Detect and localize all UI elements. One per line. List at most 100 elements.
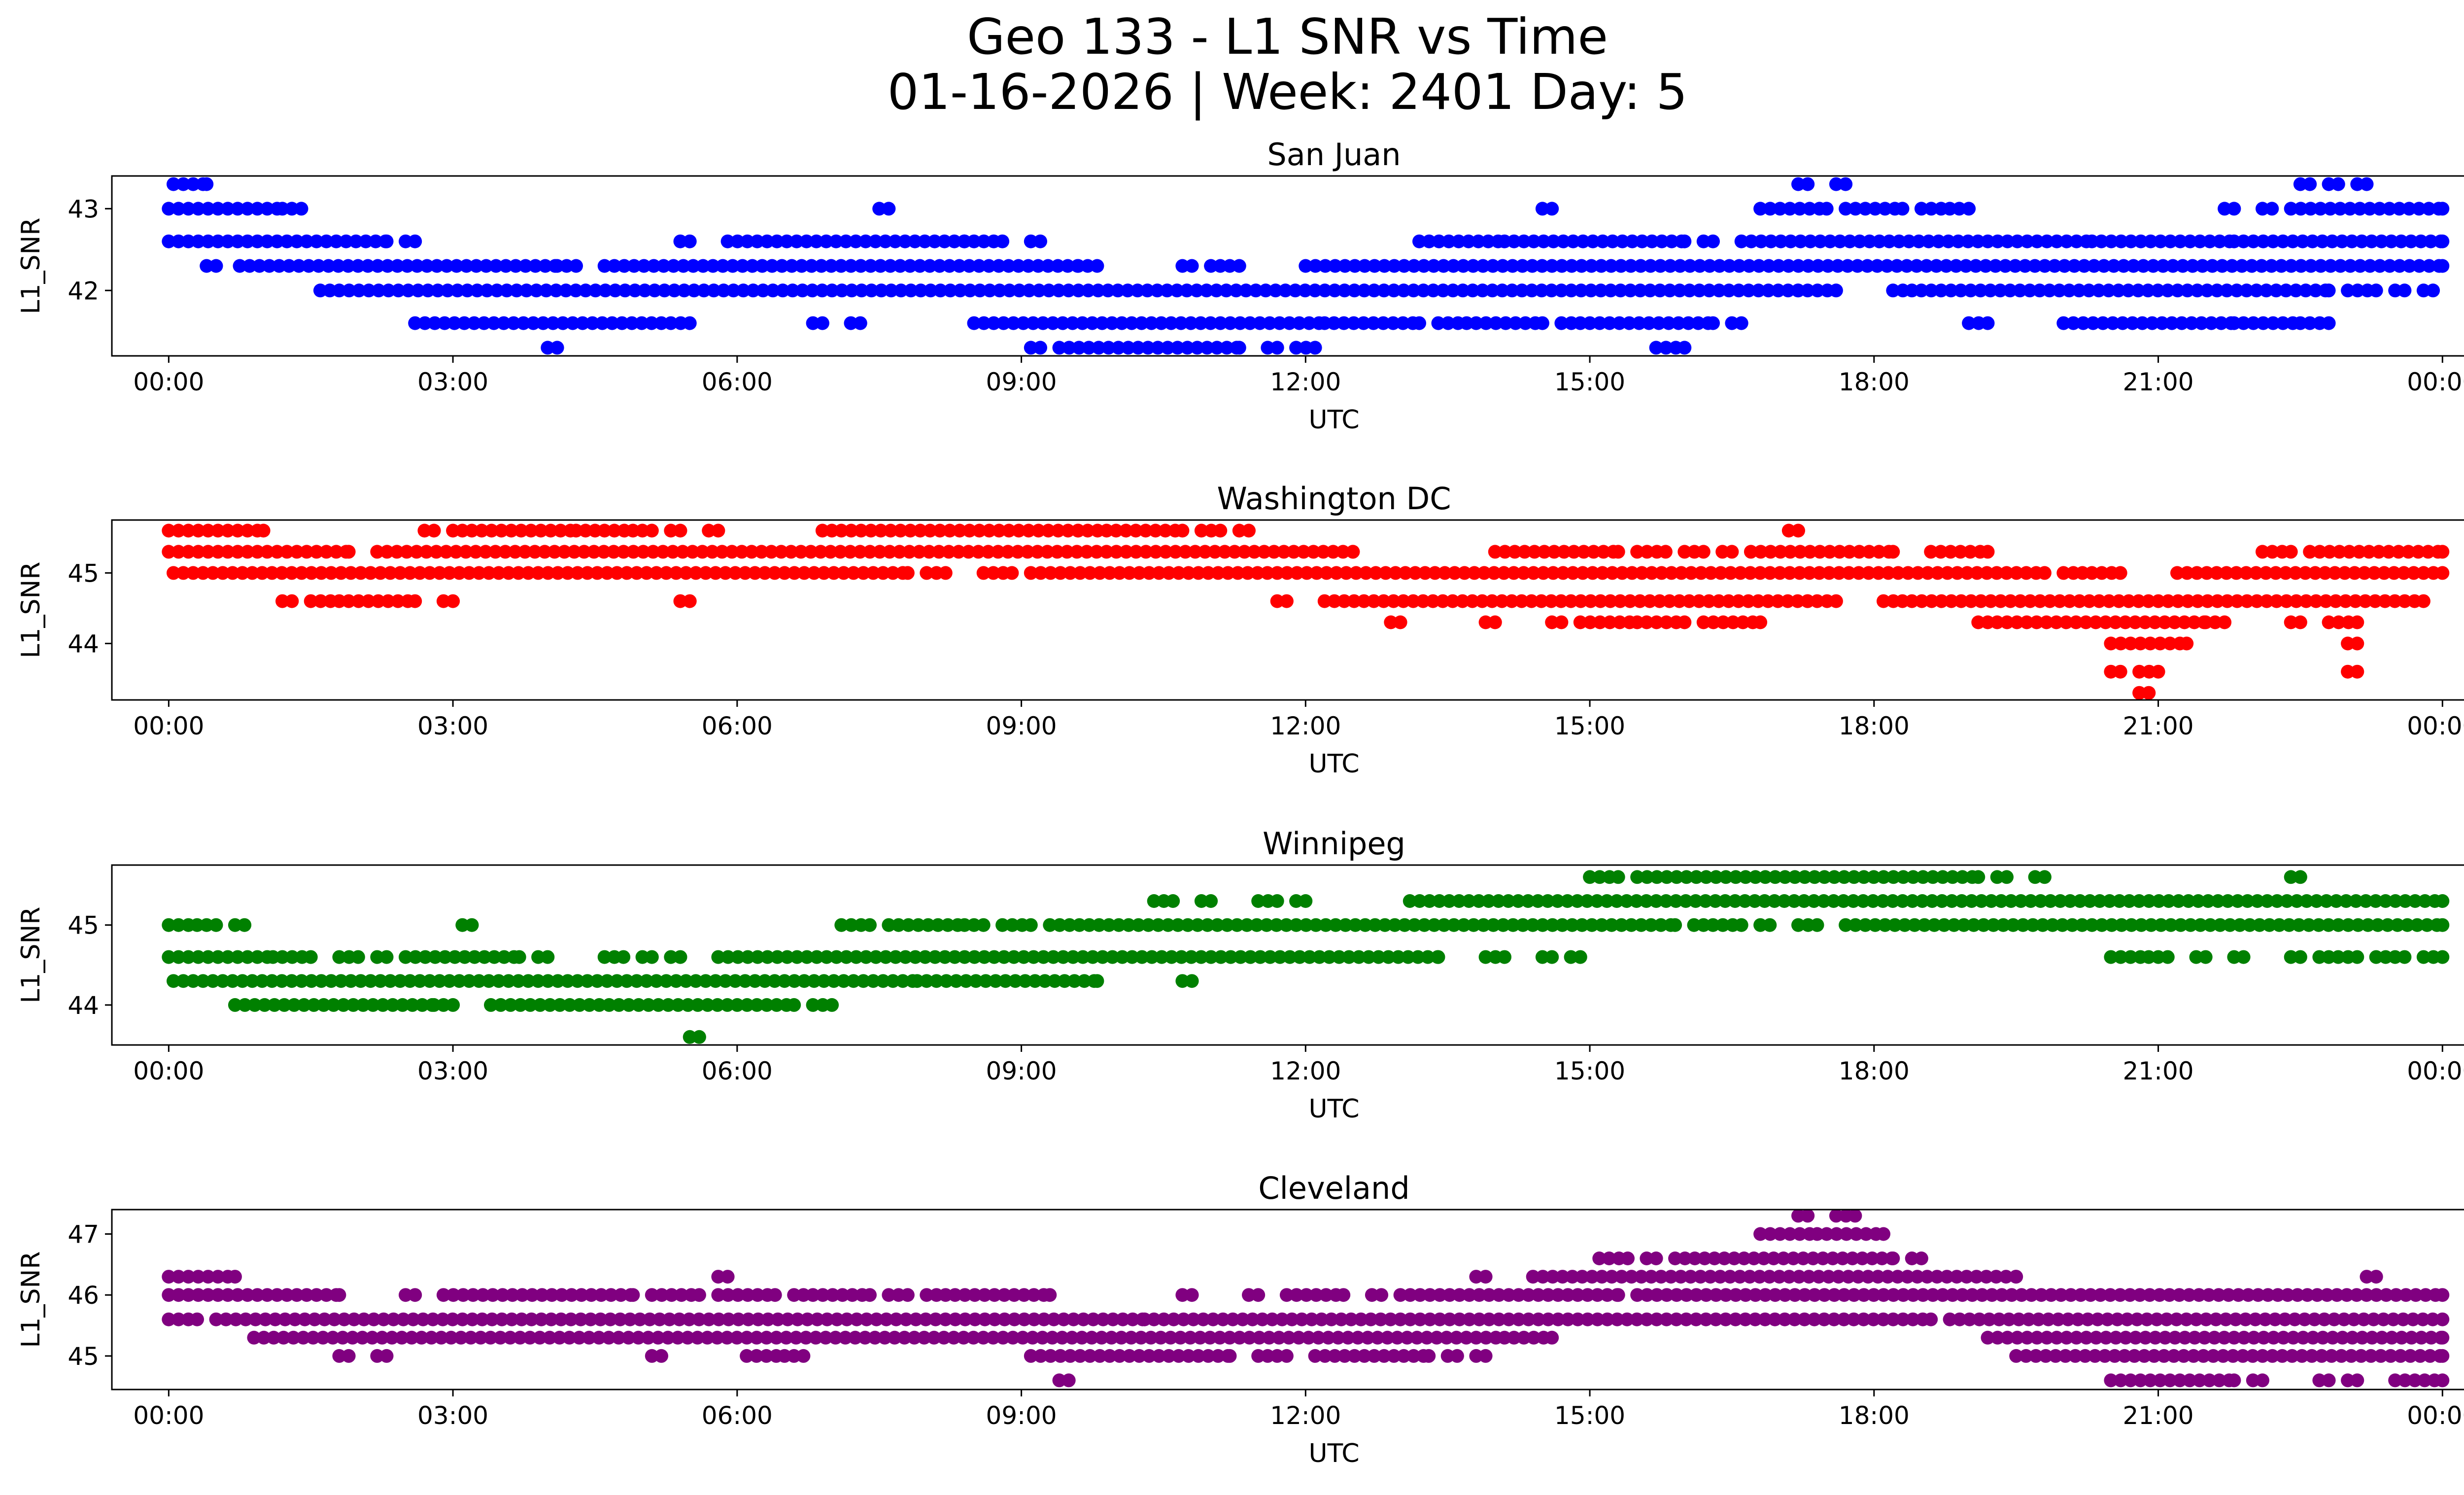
data-point: [948, 1288, 962, 1302]
data-point: [1935, 894, 1949, 908]
data-point: [231, 234, 245, 248]
data-point: [669, 566, 683, 580]
data-point: [2325, 234, 2339, 248]
data-point: [1262, 1330, 1276, 1345]
data-point: [770, 234, 784, 248]
data-point: [592, 1330, 606, 1345]
data-point: [2216, 1349, 2230, 1363]
data-point: [494, 998, 508, 1012]
data-point: [452, 974, 466, 988]
data-point: [2153, 636, 2167, 651]
data-point: [2394, 1349, 2408, 1363]
data-point: [740, 234, 754, 248]
x-tick-label: 09:00: [986, 1057, 1057, 1085]
data-point: [1877, 594, 1890, 608]
data-point: [1348, 918, 1363, 932]
data-point: [186, 974, 200, 988]
data-point: [1393, 1288, 1407, 1302]
data-point: [162, 202, 176, 216]
data-point: [712, 1312, 726, 1326]
data-point: [280, 545, 294, 559]
data-point: [1050, 545, 1064, 559]
data-point: [942, 259, 957, 273]
data-point: [1653, 283, 1667, 298]
data-point: [1412, 894, 1427, 908]
data-point: [1223, 1349, 1237, 1363]
data-point: [413, 974, 427, 988]
data-point: [1640, 1312, 1654, 1326]
data-point: [250, 545, 265, 559]
data-point: [839, 234, 853, 248]
data-point: [904, 283, 918, 298]
data-point: [1963, 545, 1978, 559]
data-point: [1602, 1252, 1616, 1265]
data-point: [354, 566, 368, 580]
data-point: [1531, 894, 1545, 908]
data-point: [948, 1312, 962, 1326]
data-point: [1173, 1330, 1188, 1345]
data-point: [492, 566, 506, 580]
data-point: [1164, 950, 1179, 964]
data-point: [1012, 523, 1026, 538]
data-point: [671, 998, 685, 1012]
data-point: [2233, 918, 2247, 932]
data-point: [1131, 341, 1145, 355]
data-point: [186, 566, 200, 580]
data-point: [536, 316, 550, 330]
data-point: [2095, 566, 2109, 580]
data-point: [1886, 1252, 1900, 1265]
data-point: [421, 283, 435, 298]
data-point: [645, 316, 659, 330]
data-point: [2013, 283, 2027, 298]
data-point: [2010, 615, 2024, 629]
data-point: [2122, 594, 2136, 608]
data-point: [750, 1330, 764, 1345]
data-point: [1265, 1312, 1279, 1326]
data-point: [1652, 316, 1666, 330]
data-point: [233, 259, 247, 273]
data-point: [2160, 283, 2175, 298]
data-point: [1476, 259, 1490, 273]
data-point: [1551, 1312, 1565, 1326]
data-point: [2240, 894, 2255, 908]
data-point: [2087, 259, 2101, 273]
data-point: [508, 545, 522, 559]
data-point: [1024, 918, 1038, 932]
data-point: [2303, 202, 2318, 216]
data-point: [2132, 664, 2147, 679]
data-point: [2041, 1312, 2055, 1326]
data-point: [819, 1330, 833, 1345]
data-point: [2123, 1373, 2138, 1388]
data-point: [2198, 615, 2213, 629]
data-point: [258, 1312, 273, 1326]
data-point: [1748, 1288, 1763, 1302]
data-point: [2259, 594, 2274, 608]
data-point: [1962, 202, 1976, 216]
data-point: [805, 283, 820, 298]
data-point: [2338, 566, 2352, 580]
data-point: [1964, 594, 1978, 608]
data-point: [534, 1312, 548, 1326]
data-point: [692, 1288, 706, 1302]
data-point: [995, 234, 1010, 248]
data-point: [549, 283, 563, 298]
data-point: [1318, 1349, 1332, 1363]
data-point: [2091, 283, 2106, 298]
data-point: [2435, 1349, 2450, 1363]
data-point: [1134, 1330, 1148, 1345]
data-point: [1017, 1288, 1031, 1302]
data-point: [667, 283, 682, 298]
data-point: [186, 177, 200, 191]
data-point: [1712, 259, 1727, 273]
data-point: [618, 283, 632, 298]
data-point: [1699, 1312, 1713, 1326]
data-point: [2102, 894, 2117, 908]
data-point: [1267, 545, 1281, 559]
data-point: [209, 1312, 223, 1326]
data-point: [1085, 316, 1099, 330]
data-point: [1649, 341, 1663, 355]
data-point: [1479, 316, 1493, 330]
data-point: [937, 1330, 951, 1345]
data-point: [1861, 1270, 1875, 1284]
data-point: [961, 545, 976, 559]
